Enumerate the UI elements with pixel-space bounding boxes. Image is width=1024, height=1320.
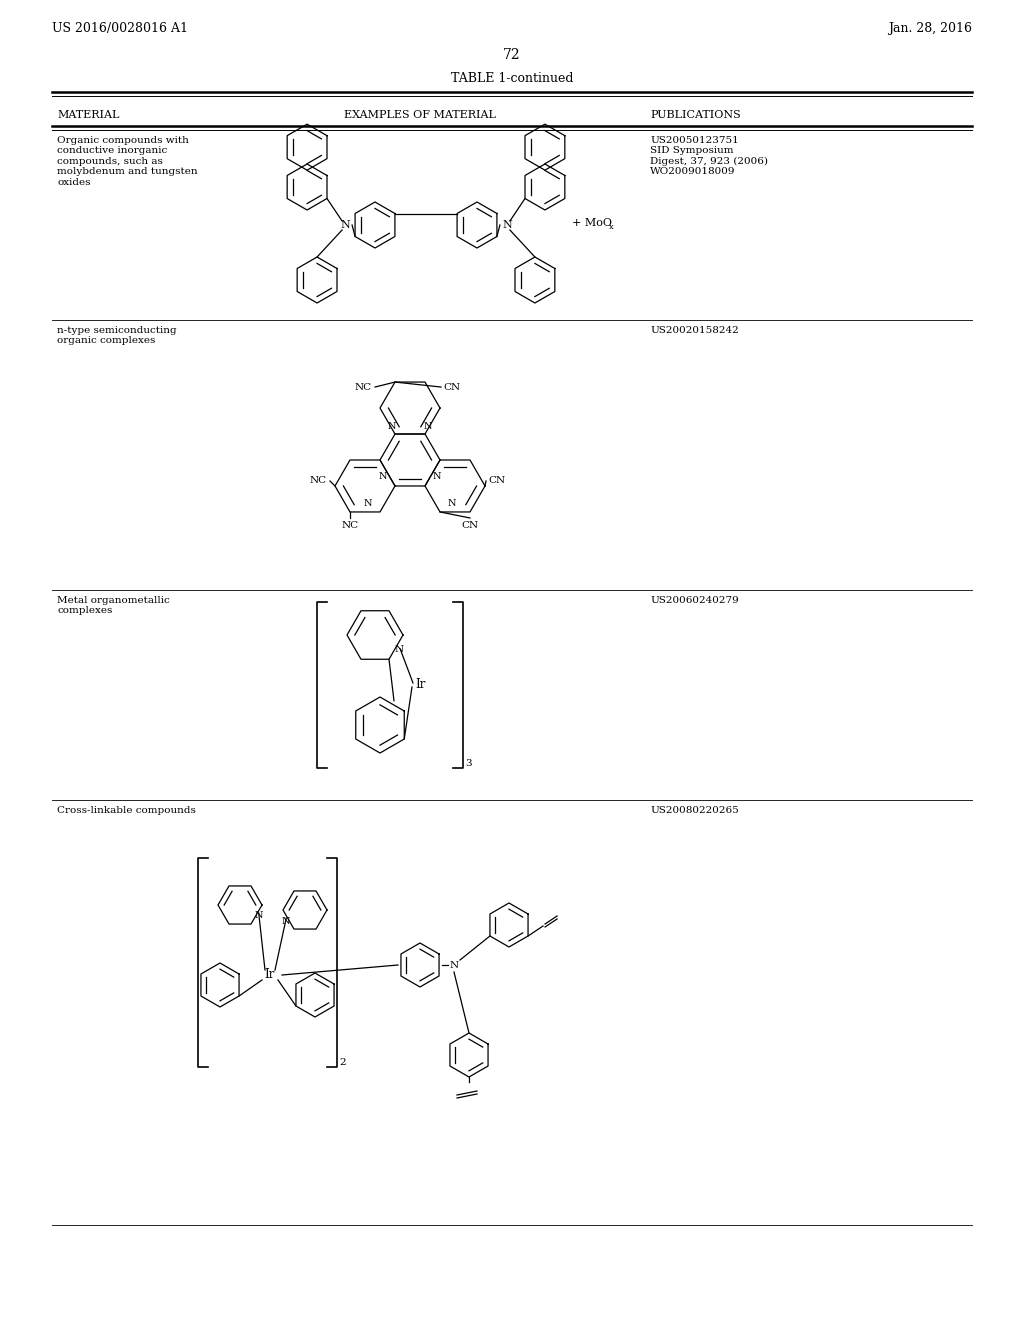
Text: US 2016/0028016 A1: US 2016/0028016 A1	[52, 22, 188, 36]
Text: N: N	[379, 473, 387, 482]
Text: + MoO: + MoO	[572, 218, 612, 228]
Text: n-type semiconducting
organic complexes: n-type semiconducting organic complexes	[57, 326, 176, 346]
Text: CN: CN	[488, 477, 505, 486]
Text: N: N	[447, 499, 457, 508]
Text: 72: 72	[503, 48, 521, 62]
Text: US20050123751
SID Symposium
Digest, 37, 923 (2006)
WO2009018009: US20050123751 SID Symposium Digest, 37, …	[650, 136, 768, 177]
Text: US20020158242: US20020158242	[650, 326, 738, 335]
Text: N: N	[424, 421, 432, 430]
Text: N: N	[364, 499, 373, 508]
Text: Cross-linkable compounds: Cross-linkable compounds	[57, 807, 196, 814]
Text: Ir: Ir	[415, 678, 425, 692]
Text: US20060240279: US20060240279	[650, 597, 738, 605]
Text: 3: 3	[465, 759, 472, 768]
Text: N: N	[388, 421, 396, 430]
Text: N: N	[502, 220, 512, 230]
Text: Ir: Ir	[265, 969, 275, 982]
Text: N: N	[340, 220, 350, 230]
Text: x: x	[609, 223, 613, 231]
Text: PUBLICATIONS: PUBLICATIONS	[650, 110, 740, 120]
Text: Organic compounds with
conductive inorganic
compounds, such as
molybdenum and tu: Organic compounds with conductive inorga…	[57, 136, 198, 186]
Text: Metal organometallic
complexes: Metal organometallic complexes	[57, 597, 170, 615]
Text: N: N	[254, 912, 263, 920]
Text: NC: NC	[355, 383, 372, 392]
Text: EXAMPLES OF MATERIAL: EXAMPLES OF MATERIAL	[344, 110, 496, 120]
Text: N: N	[394, 644, 403, 653]
Text: NC: NC	[310, 477, 327, 486]
Text: TABLE 1-continued: TABLE 1-continued	[451, 73, 573, 84]
Text: US20080220265: US20080220265	[650, 807, 738, 814]
Text: NC: NC	[341, 521, 358, 531]
Text: CN: CN	[443, 383, 460, 392]
Text: MATERIAL: MATERIAL	[57, 110, 120, 120]
Text: 2: 2	[339, 1059, 346, 1067]
Text: CN: CN	[462, 521, 478, 531]
Text: N: N	[450, 961, 459, 969]
Text: Jan. 28, 2016: Jan. 28, 2016	[888, 22, 972, 36]
Text: N: N	[433, 473, 441, 482]
Text: N: N	[282, 916, 291, 925]
